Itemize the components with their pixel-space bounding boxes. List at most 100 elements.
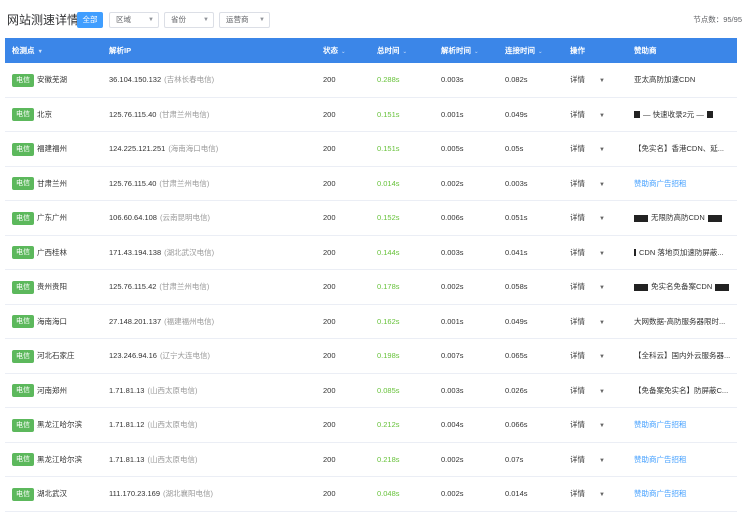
ip-address: 1.71.81.12 — [109, 420, 145, 429]
sponsor-cell: 赞助商广告招租 — [634, 477, 687, 511]
total-time: 0.218s — [377, 454, 400, 464]
ip-cell: 27.148.201.137 (福建福州电信) — [109, 305, 214, 339]
detail-label: 详情 — [570, 420, 585, 429]
sponsor-link[interactable]: 赞助商广告招租 — [634, 489, 687, 498]
carrier-badge: 电信 — [12, 453, 34, 467]
sponsor-text[interactable]: 大网数据-高防服务器限时... — [634, 316, 726, 326]
detail-dropdown[interactable]: 详情 ▼ — [570, 477, 605, 512]
sponsor-text[interactable]: CDN 落地页加速防屏蔽... — [639, 247, 724, 257]
column-total-time[interactable]: 总时间 ⌄ — [377, 38, 407, 65]
connect-time: 0.058s — [505, 282, 528, 291]
table-row: 电信 安徽芜湖 36.104.150.132 (吉林长春电信) 200 0.288s 0.0… — [5, 63, 737, 98]
status-code: 200 — [323, 351, 336, 360]
ip-address: 106.60.64.108 — [109, 213, 157, 222]
column-sponsor: 赞助商 — [634, 46, 657, 55]
ip-cell: 124.225.121.251 (海南海口电信) — [109, 132, 218, 166]
status-code: 200 — [323, 178, 336, 188]
detail-label: 详情 — [570, 247, 585, 257]
sponsor-text[interactable]: 【全科云】国内外云服务器... — [634, 351, 731, 361]
detail-label: 详情 — [570, 385, 585, 395]
ip-location: (山西太原电信) — [147, 420, 198, 429]
detail-dropdown[interactable]: 详情 ▼ — [570, 305, 605, 340]
detail-dropdown[interactable]: 详情 ▼ — [570, 167, 605, 202]
table-header: 检测点 ▼ 解析IP 状态 ⌄ 总时间 ⌄ 解析时间 ⌄ 连接时间 ⌄ 操作 赞助商 — [5, 38, 737, 63]
sponsor-text[interactable]: 免实名免备案CDN — [651, 282, 713, 292]
node-location: 海南海口 — [37, 316, 67, 326]
sponsor-cell: — 快速收录2元 — — [634, 98, 713, 132]
chevron-down-icon: ▼ — [599, 388, 605, 395]
column-node[interactable]: 检测点 ▼ — [12, 38, 43, 65]
status-code: 200 — [323, 75, 336, 84]
detail-label: 详情 — [570, 316, 585, 326]
sponsor-cell: 大网数据-高防服务器限时... — [634, 305, 725, 339]
sponsor-link[interactable]: 赞助商广告招租 — [634, 420, 687, 429]
status-code: 200 — [323, 144, 336, 153]
detail-dropdown[interactable]: 详情 ▼ — [570, 270, 605, 305]
status-code: 200 — [323, 213, 336, 222]
resolve-time: 0.003s — [441, 247, 464, 257]
detail-dropdown[interactable]: 详情 ▼ — [570, 63, 605, 98]
ip-location: (海南海口电信) — [168, 144, 219, 153]
detail-dropdown[interactable]: 详情 ▼ — [570, 132, 605, 167]
chevron-down-icon: ▼ — [599, 250, 605, 257]
province-select[interactable]: 省份 ▼ — [164, 12, 214, 28]
column-status[interactable]: 状态 ⌄ — [323, 38, 346, 65]
carrier-select[interactable]: 运营商 ▼ — [219, 12, 270, 28]
carrier-badge: 电信 — [12, 73, 34, 87]
chevron-down-icon: ▼ — [599, 319, 605, 326]
detail-dropdown[interactable]: 详情 ▼ — [570, 374, 605, 409]
column-connect-time[interactable]: 连接时间 ⌄ — [505, 38, 543, 65]
detail-label: 详情 — [570, 489, 585, 498]
detail-dropdown[interactable]: 详情 ▼ — [570, 236, 605, 271]
redacted-block — [707, 214, 722, 222]
node-cell: 电信 广东广州 — [12, 201, 67, 235]
column-resolve-time[interactable]: 解析时间 ⌄ — [441, 38, 479, 65]
ip-location: (山西太原电信) — [147, 385, 198, 395]
detail-dropdown[interactable]: 详情 ▼ — [570, 443, 605, 478]
detail-label: 详情 — [570, 213, 585, 222]
ip-address: 124.225.121.251 — [109, 144, 166, 153]
redacted-block — [715, 283, 730, 291]
region-select[interactable]: 区域 ▼ — [109, 12, 159, 28]
detail-dropdown[interactable]: 详情 ▼ — [570, 408, 605, 443]
resolve-time: 0.002s — [441, 282, 464, 291]
ip-cell: 125.76.115.42 (甘肃兰州电信) — [109, 270, 209, 304]
resolve-time: 0.002s — [441, 178, 464, 188]
sponsor-text[interactable]: 无限防高防CDN — [651, 213, 705, 223]
node-location: 福建福州 — [37, 144, 67, 154]
ip-location: (甘肃兰州电信) — [159, 178, 210, 188]
column-status-label: 状态 — [323, 46, 338, 55]
total-time: 0.212s — [377, 420, 400, 429]
ip-location: (甘肃兰州电信) — [159, 282, 210, 291]
connect-time: 0.041s — [505, 247, 528, 257]
sponsor-text[interactable]: 亚太高防加速CDN — [634, 75, 696, 85]
all-filter-button[interactable]: 全部 — [77, 12, 103, 28]
sponsor-text[interactable]: — 快速收录2元 — — [643, 109, 704, 119]
total-time: 0.014s — [377, 178, 400, 188]
sponsor-link[interactable]: 赞助商广告招租 — [634, 178, 687, 188]
carrier-badge: 电信 — [12, 142, 34, 156]
connect-time: 0.082s — [505, 75, 528, 84]
sponsor-text[interactable]: 【免实名】香港CDN、延... — [634, 144, 724, 154]
detail-dropdown[interactable]: 详情 ▼ — [570, 339, 605, 374]
sponsor-cell: 免实名免备案CDN — [634, 270, 730, 304]
table-row: 电信 黑龙江哈尔滨 1.71.81.13 (山西太原电信) 200 0.218s 0.002… — [5, 443, 737, 478]
node-cell: 电信 福建福州 — [12, 132, 67, 166]
connect-time: 0.05s — [505, 144, 524, 153]
table-row: 电信 福建福州 124.225.121.251 (海南海口电信) 200 0.151s 0.… — [5, 132, 737, 167]
sponsor-link[interactable]: 赞助商广告招租 — [634, 454, 687, 464]
resolve-time: 0.007s — [441, 351, 464, 360]
sponsor-text[interactable]: 【免备案免实名】防屏蔽C... — [634, 385, 729, 395]
detail-dropdown[interactable]: 详情 ▼ — [570, 201, 605, 236]
redacted-block — [634, 283, 648, 291]
total-time: 0.048s — [377, 489, 400, 498]
detail-dropdown[interactable]: 详情 ▼ — [570, 98, 605, 133]
carrier-badge: 电信 — [12, 384, 34, 398]
ip-location: (云南昆明电信) — [159, 213, 210, 222]
ip-address: 123.246.94.16 — [109, 351, 157, 360]
sort-icon: ⌄ — [402, 49, 408, 55]
resolve-time: 0.003s — [441, 385, 464, 395]
chevron-down-icon: ▼ — [599, 285, 605, 291]
detail-label: 详情 — [570, 178, 585, 188]
ip-cell: 1.71.81.13 (山西太原电信) — [109, 443, 197, 477]
